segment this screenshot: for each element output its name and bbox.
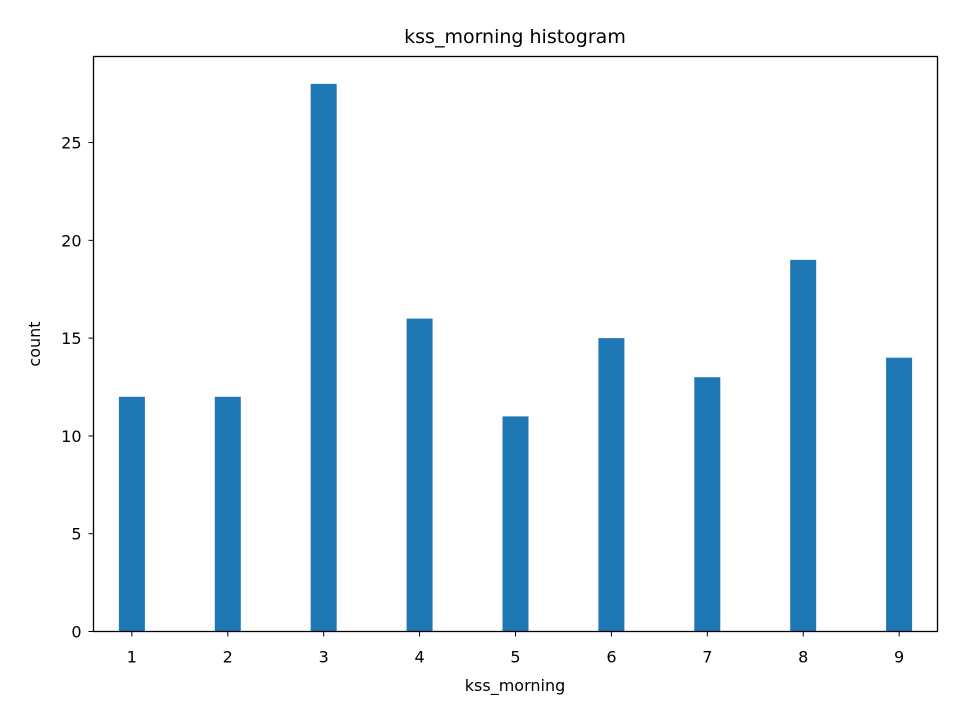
y-tick-label: 25 — [61, 134, 81, 153]
y-tick-label: 15 — [61, 329, 81, 348]
y-tick-label: 10 — [61, 427, 81, 446]
x-tick-label: 4 — [414, 648, 424, 667]
bar-1 — [118, 396, 145, 632]
bar-2 — [214, 396, 241, 632]
x-tick-label: 7 — [702, 648, 712, 667]
x-tick-label: 1 — [127, 648, 137, 667]
bar-4 — [406, 318, 433, 632]
x-axis-ticks: 1 2 3 4 5 6 7 8 9 — [127, 631, 904, 667]
y-axis-label: count — [25, 321, 44, 366]
x-tick-label: 6 — [606, 648, 616, 667]
x-tick-label: 5 — [510, 648, 520, 667]
plot-frame — [92, 55, 939, 633]
bar-9 — [886, 357, 913, 632]
y-tick-label: 0 — [71, 623, 81, 642]
x-tick-label: 3 — [319, 648, 329, 667]
bars-group — [118, 83, 913, 632]
x-tick-label: 8 — [798, 648, 808, 667]
chart-title: kss_morning histogram — [404, 26, 626, 48]
x-tick-label: 2 — [223, 648, 233, 667]
bar-6 — [598, 338, 625, 632]
x-tick-label: 9 — [894, 648, 904, 667]
y-axis-ticks: 0 5 10 15 20 25 — [61, 134, 94, 642]
bar-5 — [502, 416, 529, 632]
y-tick-label: 5 — [71, 525, 81, 544]
bar-3 — [310, 83, 337, 632]
x-axis-label: kss_morning — [465, 676, 566, 696]
y-tick-label: 20 — [61, 231, 81, 250]
bar-8 — [790, 259, 817, 632]
bar-7 — [694, 377, 721, 632]
